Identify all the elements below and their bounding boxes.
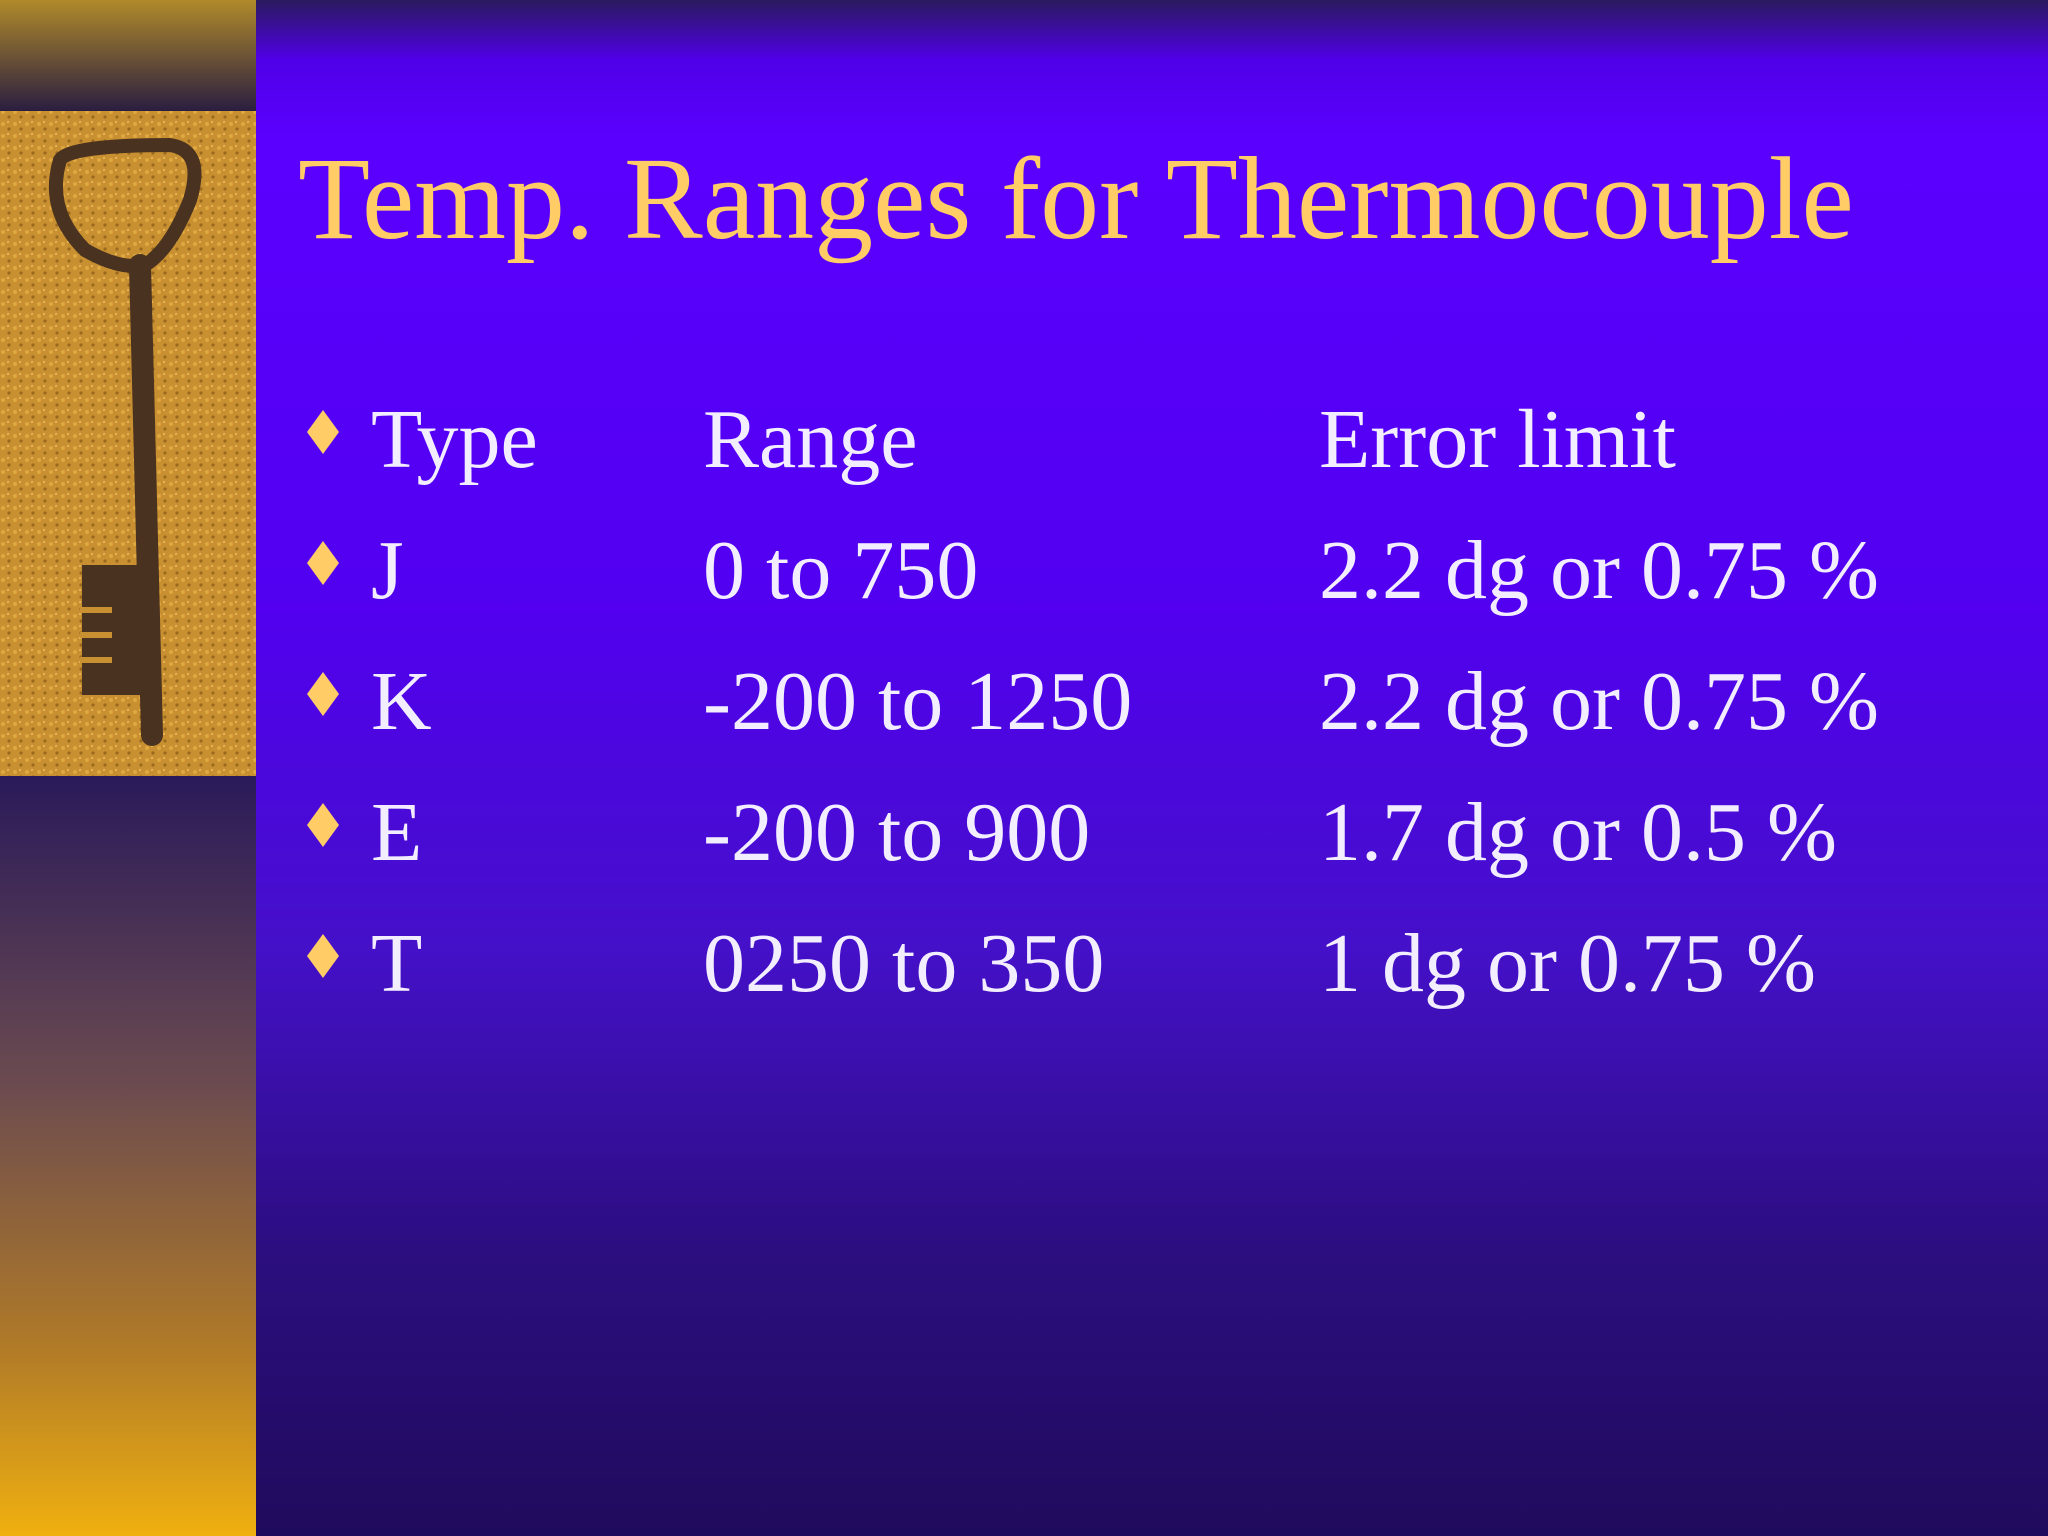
slide-title: Temp. Ranges for Thermocouple (298, 133, 1854, 264)
column-header: Range (703, 393, 918, 486)
bullet (307, 410, 339, 454)
side-panel (0, 0, 256, 1536)
error-cell: 1 dg or 0.75 % (1319, 917, 1816, 1010)
column-header: Type (371, 393, 538, 486)
error-cell: 2.2 dg or 0.75 % (1319, 524, 1879, 617)
bullet (307, 672, 339, 716)
type-cell: T (371, 917, 423, 1010)
error-cell: 1.7 dg or 0.5 % (1319, 786, 1837, 879)
range-cell: -200 to 900 (703, 786, 1091, 879)
bullet (307, 803, 339, 847)
bullet (307, 934, 339, 978)
range-cell: -200 to 1250 (703, 655, 1133, 748)
bullet (307, 541, 339, 585)
key-bit (82, 565, 144, 695)
range-cell: 0250 to 350 (703, 917, 1105, 1010)
key-notches (80, 607, 112, 663)
column-header: Error limit (1319, 393, 1676, 486)
type-cell: J (371, 524, 404, 617)
error-cell: 2.2 dg or 0.75 % (1319, 655, 1879, 748)
slide-background (256, 0, 2048, 1536)
type-cell: K (371, 655, 432, 748)
type-cell: E (371, 786, 423, 879)
key (48, 137, 202, 746)
range-cell: 0 to 750 (703, 524, 979, 617)
